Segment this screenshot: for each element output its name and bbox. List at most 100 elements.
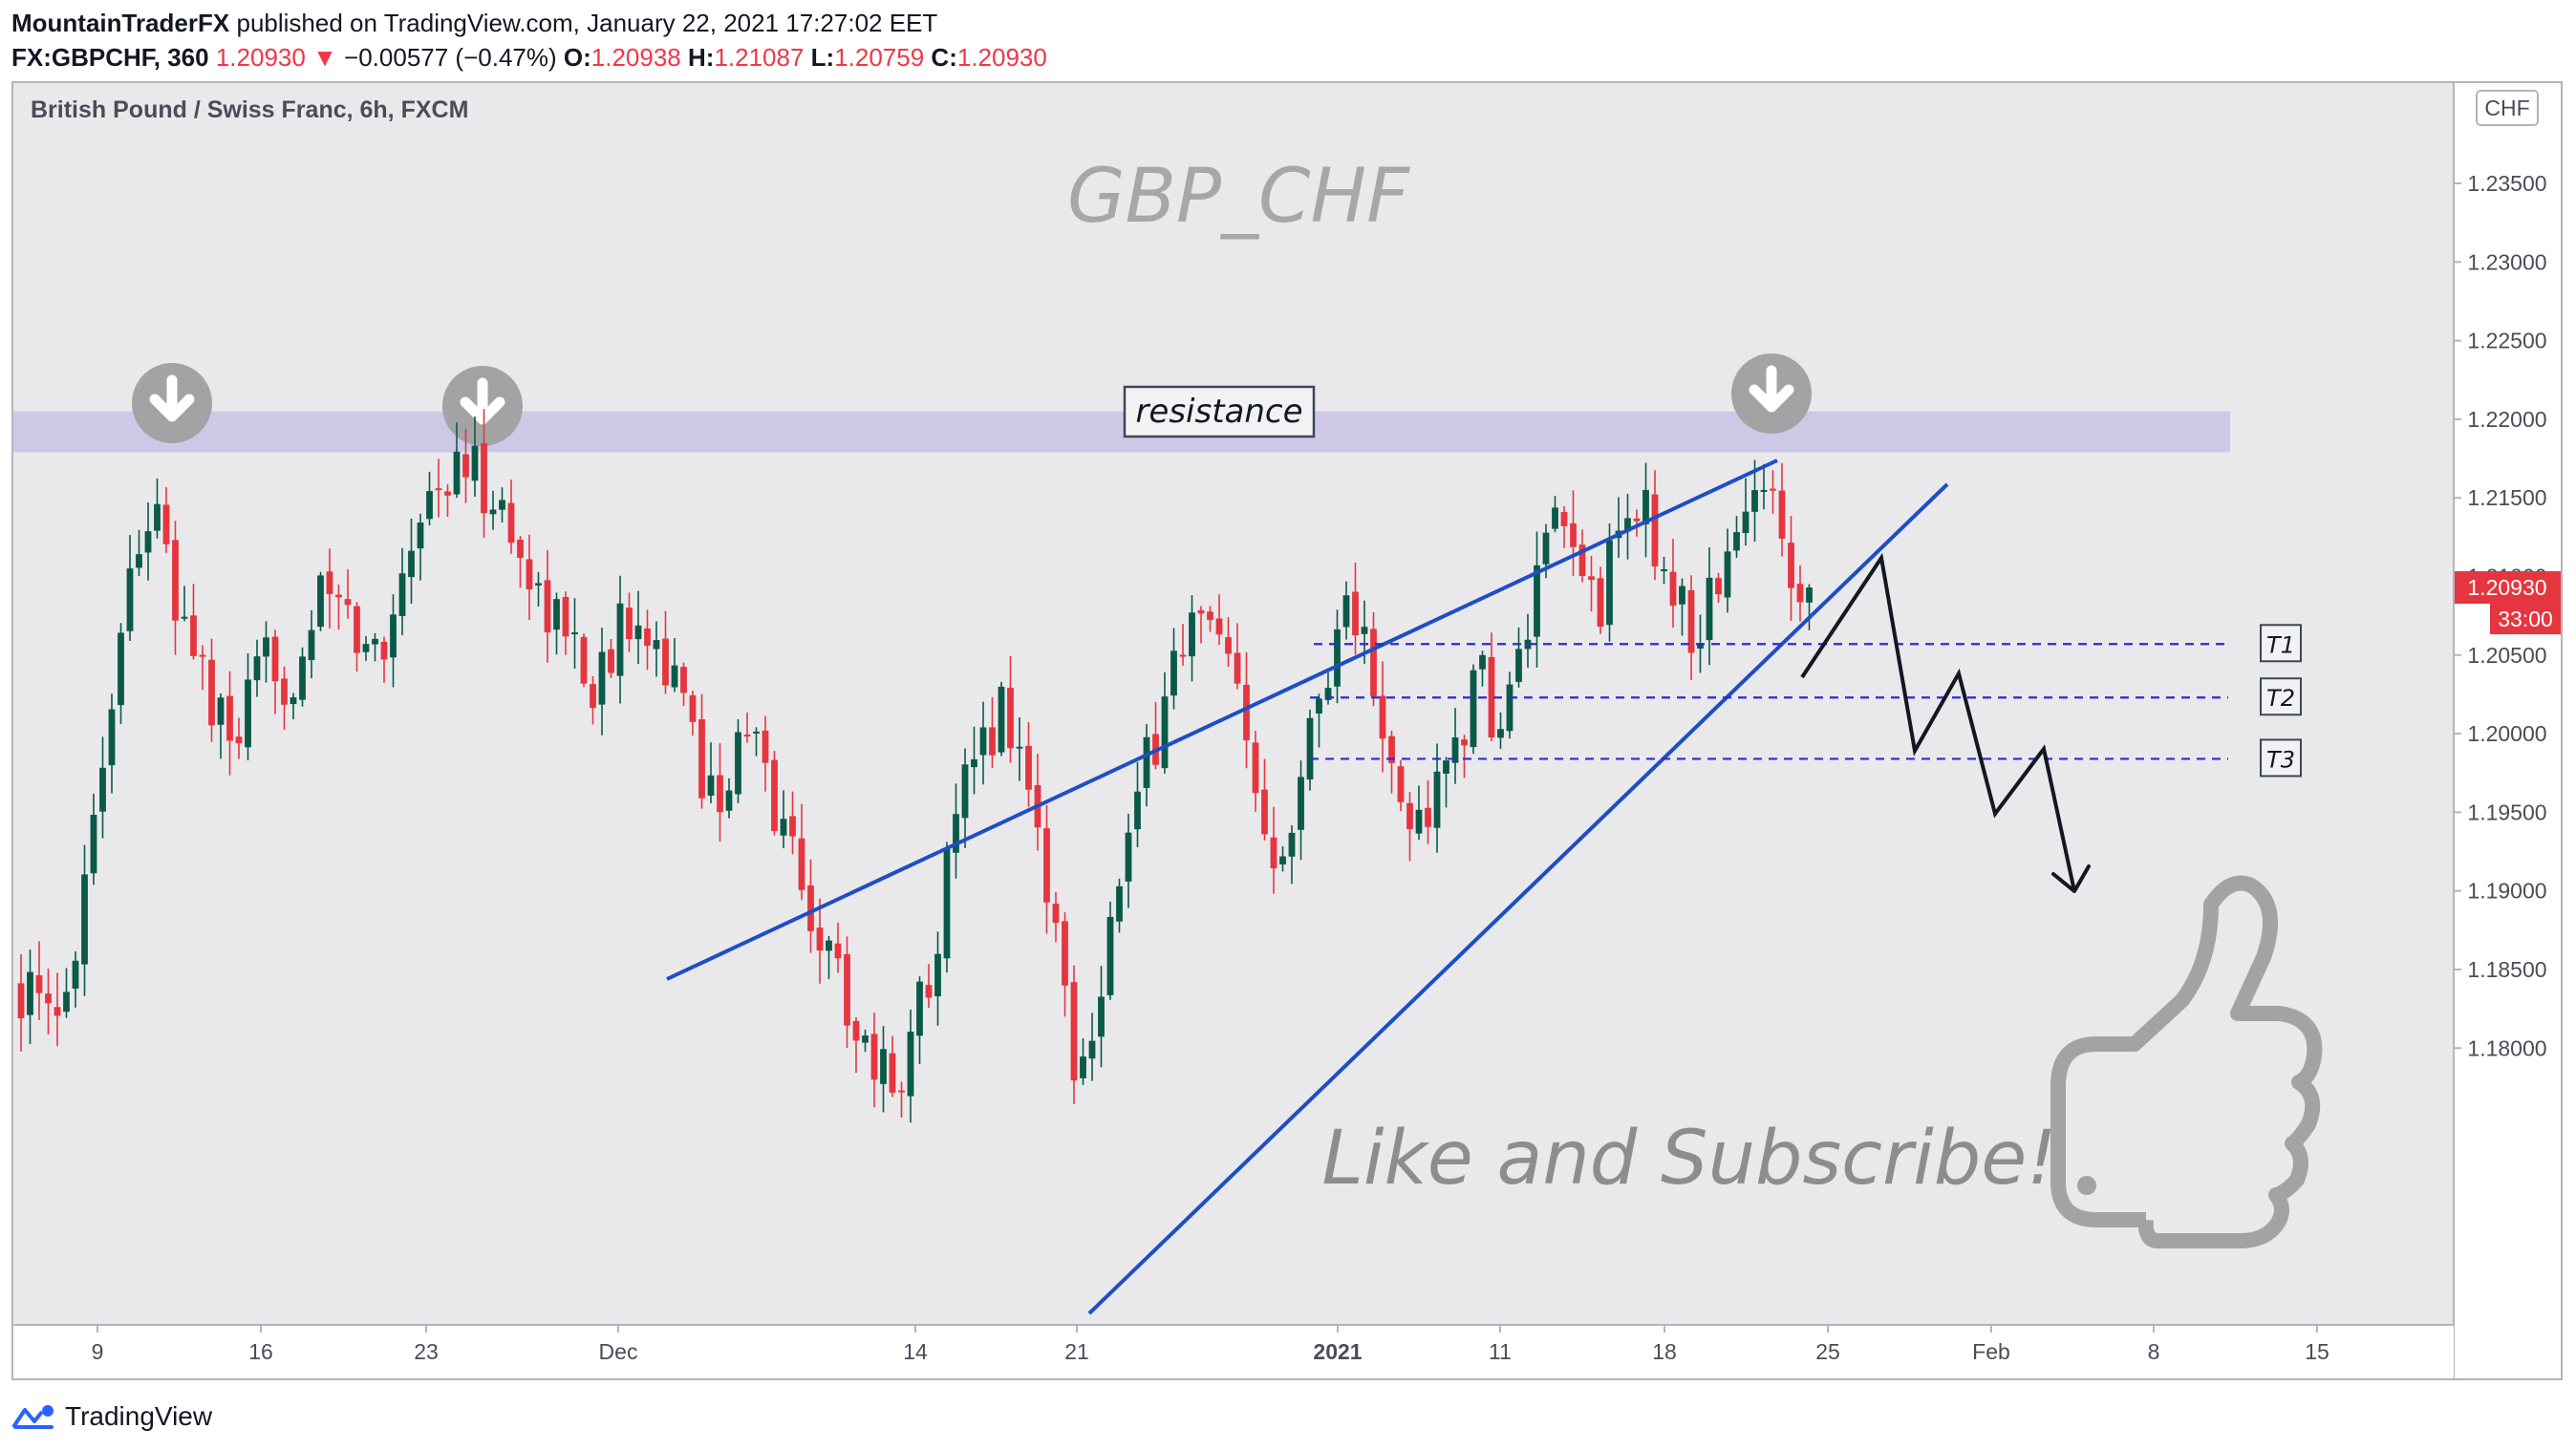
candle xyxy=(998,681,1005,757)
candle xyxy=(1606,522,1613,642)
candle xyxy=(1415,785,1423,841)
candle xyxy=(354,602,360,672)
candle xyxy=(1161,672,1169,774)
candle xyxy=(526,534,533,620)
x-tick-label: Feb xyxy=(1972,1339,2010,1364)
change-down-icon: ▼ xyxy=(312,43,337,72)
candle xyxy=(45,968,52,1034)
chart-header: MountainTraderFX published on TradingVie… xyxy=(11,6,1047,75)
candle xyxy=(1397,759,1405,812)
wedge-upper-trendline[interactable] xyxy=(666,458,1778,981)
low-label: L: xyxy=(810,43,835,72)
candle xyxy=(1234,623,1241,690)
candle xyxy=(372,632,378,662)
candle xyxy=(126,535,134,642)
candle xyxy=(335,584,342,630)
candle xyxy=(1215,594,1223,646)
currency-box[interactable] xyxy=(2476,90,2539,126)
author-name[interactable]: MountainTraderFX xyxy=(11,9,230,37)
current-price-label: 1.20930 xyxy=(2467,575,2546,600)
candle xyxy=(616,575,624,704)
candle xyxy=(90,793,97,885)
candle xyxy=(743,712,751,743)
candle xyxy=(1706,546,1713,666)
target-label-box[interactable] xyxy=(2260,738,2302,778)
plot-background xyxy=(13,83,2454,1325)
target-label: T3 xyxy=(2266,746,2295,773)
candle xyxy=(181,586,188,622)
target-label-box[interactable] xyxy=(2260,677,2302,716)
candle xyxy=(1661,556,1667,585)
resistance-label-box[interactable] xyxy=(1123,385,1316,438)
candle xyxy=(1334,609,1341,704)
candle xyxy=(1370,612,1377,707)
candles xyxy=(17,409,1813,1123)
candle xyxy=(118,623,124,724)
candle xyxy=(1007,655,1014,763)
candle xyxy=(489,490,497,530)
candle xyxy=(54,972,61,1047)
candle xyxy=(253,639,261,697)
candle xyxy=(844,936,850,1048)
candle xyxy=(1070,965,1078,1104)
candle xyxy=(598,628,606,736)
candle xyxy=(1679,578,1685,636)
close-label: C: xyxy=(931,43,957,72)
candle xyxy=(308,609,315,679)
candle xyxy=(735,718,741,803)
candle xyxy=(580,633,588,688)
candle xyxy=(417,513,424,581)
candle xyxy=(1425,779,1431,844)
candle xyxy=(1724,528,1731,613)
candle xyxy=(1352,562,1359,655)
tradingview-brand[interactable]: TradingView xyxy=(65,1401,213,1431)
candle xyxy=(916,976,923,1065)
candle xyxy=(862,1029,869,1053)
candle xyxy=(626,592,633,652)
price-chart[interactable]: GBP_CHF British Pound / Swiss Franc, 6h,… xyxy=(13,83,2561,1378)
y-tick-label: 1.19500 xyxy=(2467,800,2546,824)
candle xyxy=(644,609,651,671)
candle xyxy=(517,535,524,588)
tradingview-logo-icon[interactable] xyxy=(11,1402,55,1431)
candle xyxy=(1788,516,1794,621)
candle xyxy=(1062,912,1068,1017)
high-value: 1.21087 xyxy=(714,43,805,72)
candle xyxy=(435,458,442,518)
candle xyxy=(362,635,370,661)
open-label: O: xyxy=(563,43,591,72)
candle xyxy=(1306,709,1314,791)
candle xyxy=(1270,806,1277,894)
target-label: T1 xyxy=(2266,631,2295,658)
target-label: T2 xyxy=(2266,685,2295,712)
candle xyxy=(317,571,324,631)
candle xyxy=(1770,470,1776,514)
candle xyxy=(99,736,106,839)
x-tick-label: 8 xyxy=(2148,1339,2160,1364)
wedge-lower-trendline[interactable] xyxy=(1087,482,1949,1315)
candle xyxy=(971,726,977,795)
candle xyxy=(653,621,660,677)
candle xyxy=(807,859,814,953)
x-tick-label: 2021 xyxy=(1313,1339,1362,1364)
x-tick-label: 15 xyxy=(2305,1339,2329,1364)
candle xyxy=(717,743,723,842)
open-value: 1.20938 xyxy=(590,43,681,72)
projected-path[interactable] xyxy=(1800,552,2076,892)
candle xyxy=(1578,529,1586,583)
candle xyxy=(1025,722,1032,807)
time-axis-area[interactable] xyxy=(13,1325,2454,1378)
candle xyxy=(590,675,596,725)
candle xyxy=(1225,616,1232,668)
price-axis-area[interactable] xyxy=(2454,83,2561,1378)
candle xyxy=(852,1016,860,1074)
candle xyxy=(217,693,225,759)
target-label-box[interactable] xyxy=(2260,624,2302,663)
x-tick-label: 18 xyxy=(1652,1339,1677,1364)
resistance-zone[interactable] xyxy=(13,411,2230,453)
candle xyxy=(63,968,70,1018)
candle xyxy=(1642,462,1649,558)
chart-frame[interactable]: GBP_CHF British Pound / Swiss Franc, 6h,… xyxy=(11,81,2563,1380)
projection-arrow-icon xyxy=(2051,864,2091,893)
candle xyxy=(608,638,614,678)
